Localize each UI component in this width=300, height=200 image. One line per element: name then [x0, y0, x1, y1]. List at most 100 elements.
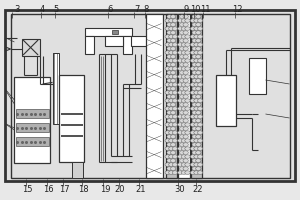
- Circle shape: [170, 143, 176, 146]
- Circle shape: [179, 159, 185, 162]
- Circle shape: [190, 19, 196, 22]
- Text: 9: 9: [183, 5, 189, 14]
- Circle shape: [178, 83, 183, 86]
- Circle shape: [194, 43, 199, 46]
- Circle shape: [194, 35, 199, 38]
- Circle shape: [179, 143, 185, 146]
- Circle shape: [197, 43, 203, 46]
- Bar: [85, 28, 132, 36]
- Circle shape: [167, 55, 172, 58]
- Circle shape: [172, 19, 178, 22]
- Circle shape: [196, 111, 201, 114]
- Circle shape: [196, 87, 201, 90]
- Circle shape: [192, 55, 197, 58]
- Circle shape: [183, 55, 188, 58]
- Circle shape: [185, 163, 190, 166]
- Circle shape: [181, 75, 187, 78]
- Circle shape: [190, 75, 196, 78]
- Text: 18: 18: [78, 185, 89, 194]
- Circle shape: [181, 27, 187, 30]
- Circle shape: [185, 115, 190, 118]
- Circle shape: [192, 95, 197, 98]
- Circle shape: [167, 143, 172, 146]
- Circle shape: [185, 51, 190, 54]
- Text: 5: 5: [54, 5, 59, 14]
- Circle shape: [197, 67, 203, 70]
- Circle shape: [172, 171, 178, 174]
- Circle shape: [178, 115, 183, 118]
- Circle shape: [197, 59, 203, 62]
- Circle shape: [167, 79, 172, 82]
- Circle shape: [192, 23, 197, 26]
- Circle shape: [181, 115, 187, 118]
- Circle shape: [194, 59, 199, 62]
- Circle shape: [192, 15, 197, 18]
- Circle shape: [172, 27, 178, 30]
- Circle shape: [197, 27, 203, 30]
- Circle shape: [185, 91, 190, 94]
- Circle shape: [196, 95, 201, 98]
- Text: 22: 22: [193, 185, 203, 194]
- Circle shape: [190, 139, 196, 142]
- Circle shape: [167, 95, 172, 98]
- Circle shape: [197, 131, 203, 134]
- Circle shape: [181, 99, 187, 102]
- Bar: [166, 14, 177, 178]
- Circle shape: [190, 147, 196, 150]
- Bar: [5, 10, 295, 181]
- Bar: [123, 36, 132, 54]
- Circle shape: [197, 155, 203, 158]
- Circle shape: [194, 139, 199, 142]
- Circle shape: [169, 83, 174, 86]
- Circle shape: [169, 27, 174, 30]
- Circle shape: [167, 159, 172, 162]
- Circle shape: [192, 103, 197, 106]
- Circle shape: [178, 35, 183, 38]
- Circle shape: [172, 75, 178, 78]
- Circle shape: [190, 51, 196, 54]
- Circle shape: [194, 67, 199, 70]
- Circle shape: [169, 107, 174, 110]
- Circle shape: [181, 163, 187, 166]
- Circle shape: [178, 27, 183, 30]
- Circle shape: [185, 107, 190, 110]
- Bar: [178, 14, 190, 178]
- Circle shape: [179, 23, 185, 26]
- Circle shape: [181, 19, 187, 22]
- Circle shape: [192, 63, 197, 66]
- Circle shape: [194, 131, 199, 134]
- Circle shape: [172, 163, 178, 166]
- Circle shape: [181, 147, 187, 150]
- Circle shape: [197, 19, 203, 22]
- Text: 10: 10: [190, 5, 201, 14]
- Circle shape: [190, 43, 196, 46]
- Circle shape: [192, 119, 197, 122]
- Circle shape: [170, 55, 176, 58]
- Circle shape: [170, 79, 176, 82]
- Circle shape: [170, 71, 176, 74]
- Circle shape: [185, 139, 190, 142]
- Text: 4: 4: [39, 5, 45, 14]
- Circle shape: [185, 59, 190, 62]
- Bar: [147, 36, 156, 56]
- Circle shape: [197, 75, 203, 78]
- Bar: [131, 36, 148, 46]
- Circle shape: [197, 163, 203, 166]
- Circle shape: [196, 55, 201, 58]
- Circle shape: [179, 87, 185, 90]
- Circle shape: [194, 51, 199, 54]
- Circle shape: [165, 59, 170, 62]
- Circle shape: [181, 51, 187, 54]
- Circle shape: [185, 171, 190, 174]
- Circle shape: [194, 107, 199, 110]
- Bar: [216, 75, 236, 126]
- Circle shape: [197, 115, 203, 118]
- Circle shape: [194, 91, 199, 94]
- Circle shape: [170, 111, 176, 114]
- Circle shape: [194, 75, 199, 78]
- Circle shape: [170, 23, 176, 26]
- Circle shape: [190, 83, 196, 86]
- Circle shape: [181, 91, 187, 94]
- Circle shape: [165, 163, 170, 166]
- Circle shape: [179, 63, 185, 66]
